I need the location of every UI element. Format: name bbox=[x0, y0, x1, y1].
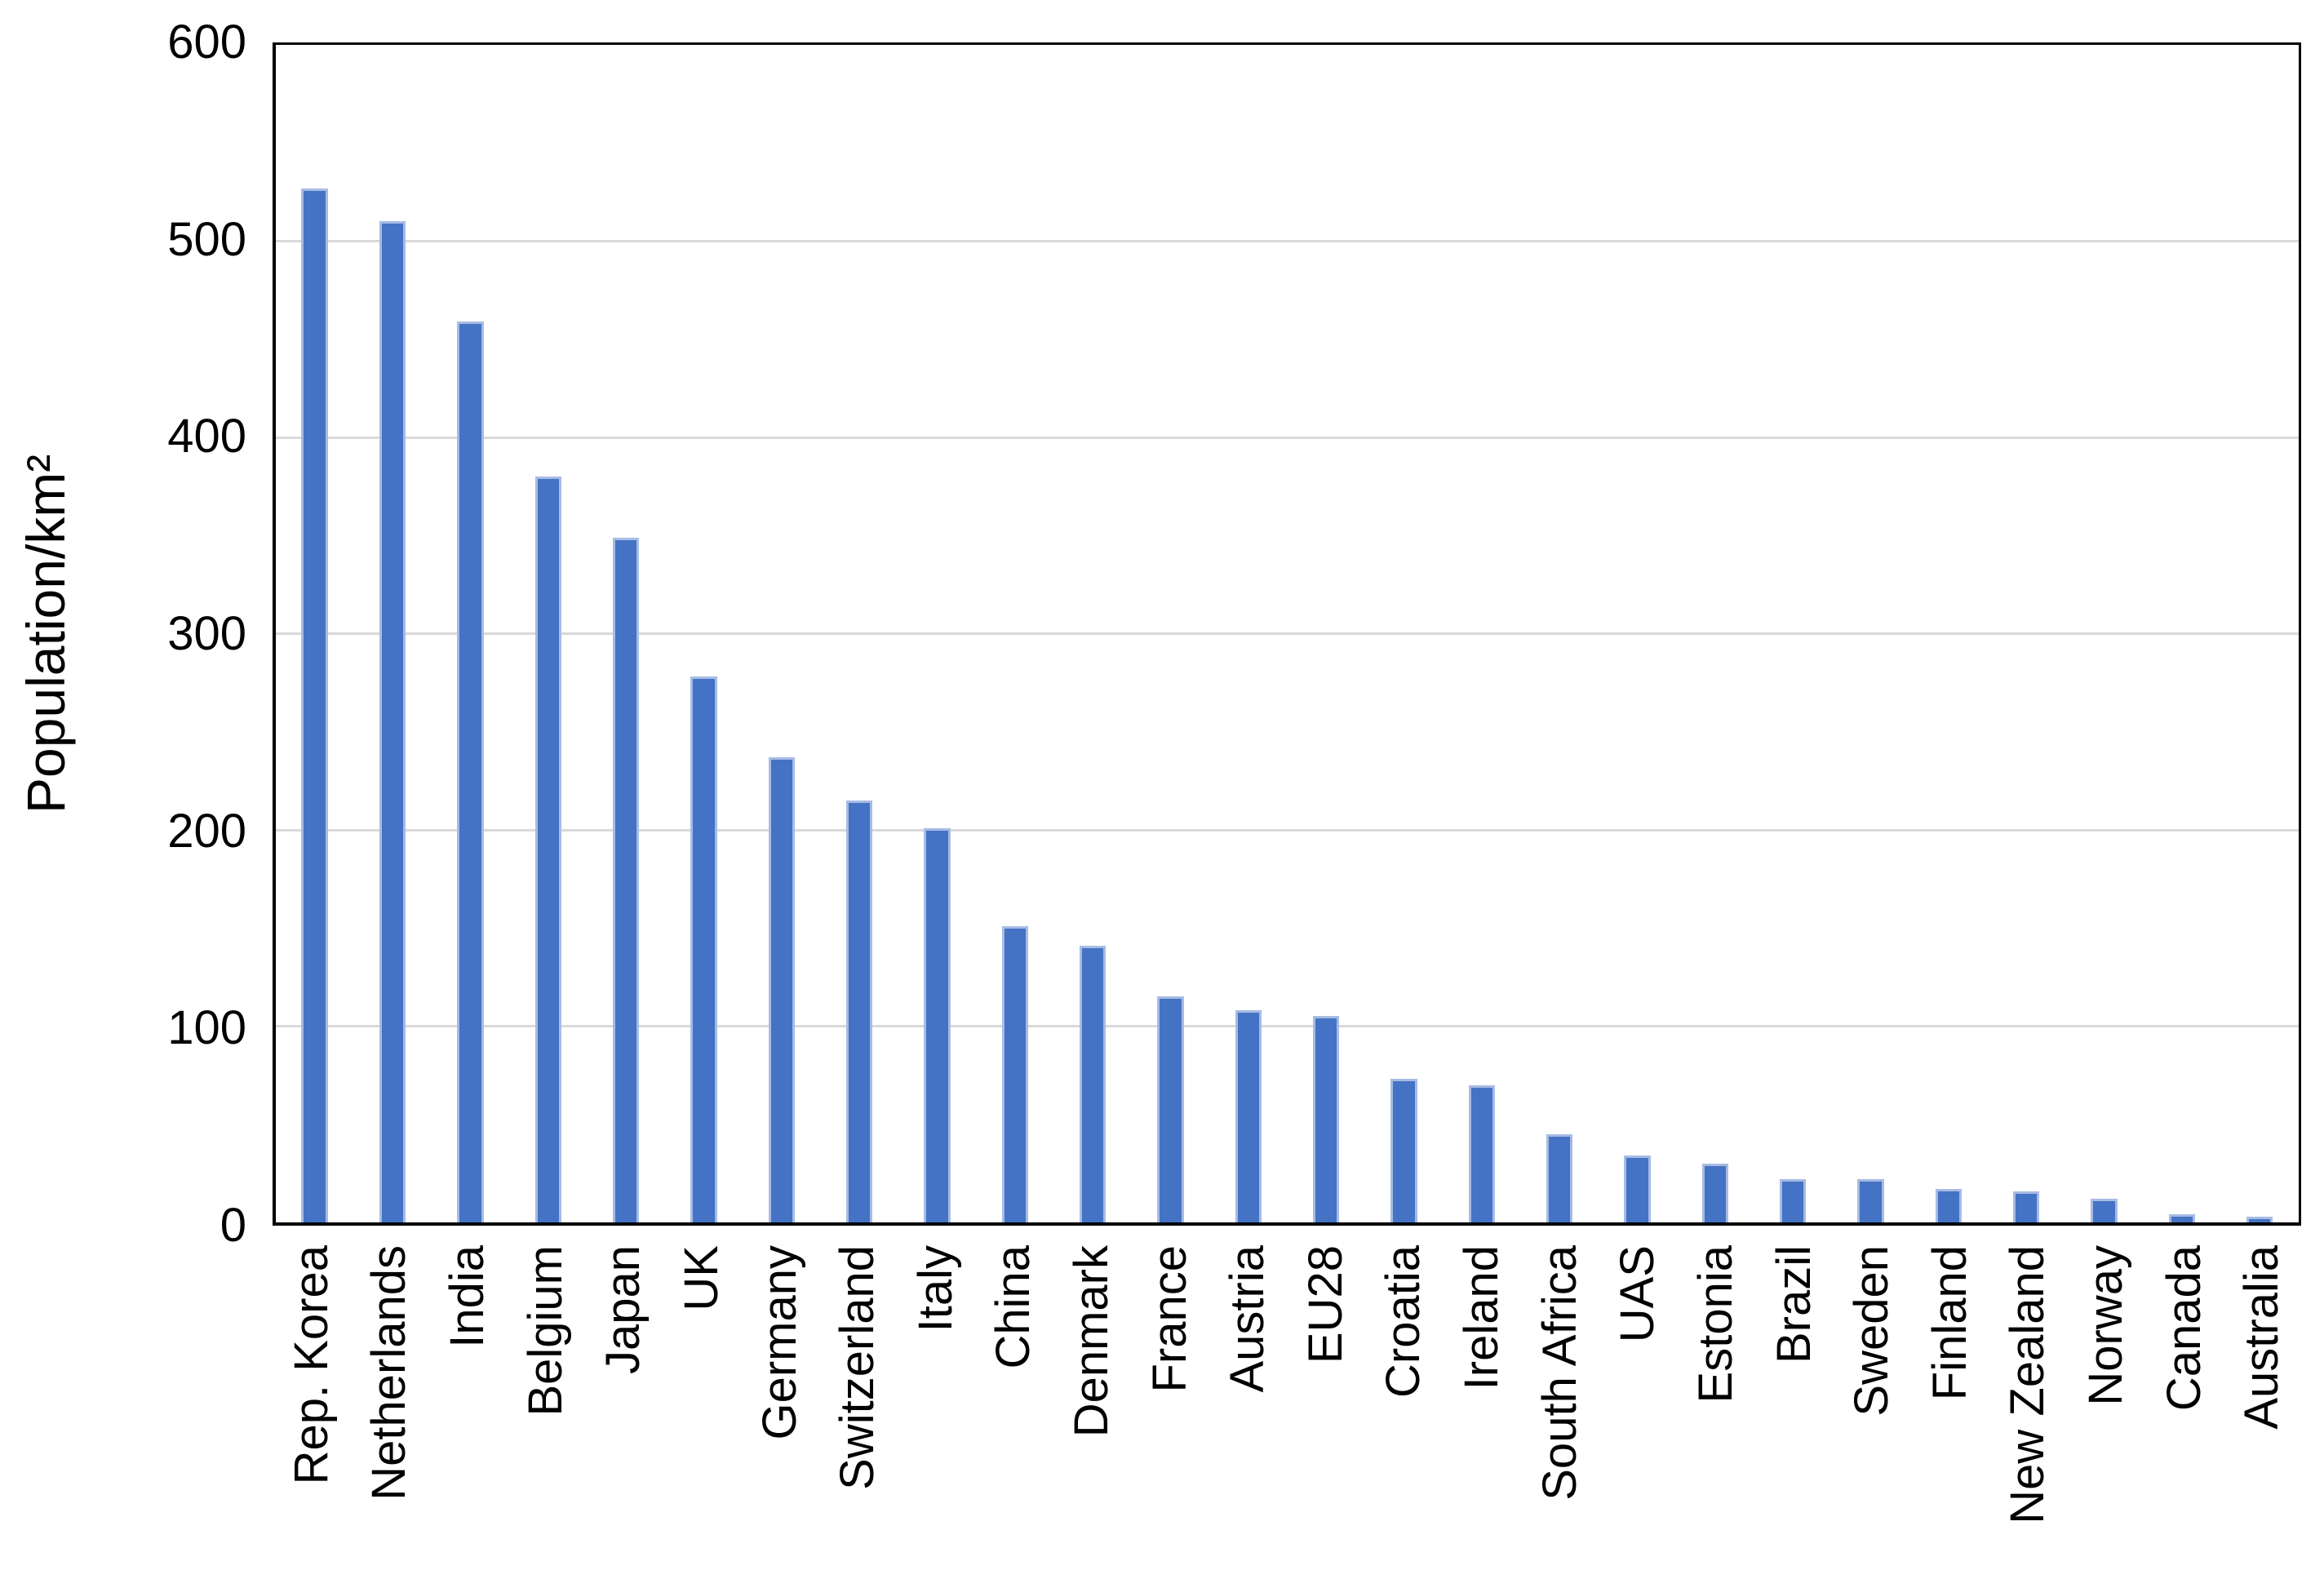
bar-slot-china bbox=[976, 45, 1053, 1222]
bar-france bbox=[1157, 996, 1184, 1222]
x-label-belgium: Belgium bbox=[518, 1245, 572, 1417]
x-label-sweden: Sweden bbox=[1845, 1245, 1899, 1417]
bar-brazil bbox=[1780, 1179, 1807, 1222]
bar-slot-brazil bbox=[1754, 45, 1832, 1222]
x-label-netherlands: Netherlands bbox=[362, 1245, 416, 1501]
bar-slot-uk bbox=[665, 45, 743, 1222]
gridline-500 bbox=[276, 240, 2299, 242]
y-tick-label-100: 100 bbox=[167, 1001, 246, 1055]
x-label-uas: UAS bbox=[1611, 1245, 1665, 1343]
x-label-new-zealand: New Zealand bbox=[2001, 1245, 2055, 1524]
bar-australia bbox=[2246, 1216, 2273, 1222]
bar-slot-france bbox=[1132, 45, 1209, 1222]
gridline-200 bbox=[276, 828, 2299, 832]
bar-austria bbox=[1235, 1010, 1262, 1222]
bar-slot-netherlands bbox=[353, 45, 431, 1222]
x-label-brazil: Brazil bbox=[1767, 1245, 1821, 1364]
bar-estonia bbox=[1701, 1163, 1729, 1222]
bar-ireland bbox=[1468, 1084, 1496, 1222]
gridline-300 bbox=[276, 632, 2299, 635]
x-label-austria: Austria bbox=[1221, 1245, 1275, 1393]
bar-slot-rep-korea bbox=[276, 45, 353, 1222]
bar-slot-croatia bbox=[1365, 45, 1443, 1222]
bar-china bbox=[1001, 925, 1028, 1222]
bar-slot-sweden bbox=[1832, 45, 1909, 1222]
bar-belgium bbox=[534, 477, 561, 1222]
x-label-china: China bbox=[987, 1245, 1040, 1369]
y-tick-label-300: 300 bbox=[167, 607, 246, 660]
bar-slot-ireland bbox=[1443, 45, 1520, 1222]
bar-slot-germany bbox=[743, 45, 820, 1222]
bar-slot-austria bbox=[1209, 45, 1287, 1222]
gridlines bbox=[276, 45, 2299, 1222]
bar-slot-uas bbox=[1599, 45, 1676, 1222]
bar-south-africa bbox=[1546, 1133, 1573, 1222]
bar-slot-india bbox=[432, 45, 509, 1222]
x-label-uk: UK bbox=[674, 1245, 728, 1311]
x-label-japan: Japan bbox=[597, 1245, 650, 1375]
x-label-denmark: Denmark bbox=[1064, 1245, 1118, 1438]
bar-slot-finland bbox=[1909, 45, 1987, 1222]
bar-slot-japan bbox=[587, 45, 664, 1222]
y-tick-label-500: 500 bbox=[167, 212, 246, 266]
x-label-italy: Italy bbox=[908, 1245, 962, 1333]
y-tick-label-400: 400 bbox=[167, 410, 246, 463]
bar-italy bbox=[924, 827, 951, 1222]
plot-area bbox=[273, 42, 2301, 1226]
y-tick-label-200: 200 bbox=[167, 804, 246, 858]
bar-germany bbox=[768, 757, 795, 1222]
bar-canada bbox=[2168, 1214, 2196, 1222]
gridline-400 bbox=[276, 436, 2299, 439]
bar-slot-belgium bbox=[509, 45, 587, 1222]
bar-slot-switzerland bbox=[820, 45, 898, 1222]
bar-slot-eu28 bbox=[1287, 45, 1364, 1222]
y-tick-label-0: 0 bbox=[220, 1199, 246, 1252]
bar-finland bbox=[1935, 1189, 1963, 1222]
bar-uk bbox=[690, 676, 717, 1222]
x-label-norway: Norway bbox=[2078, 1245, 2132, 1406]
x-label-canada: Canada bbox=[2157, 1245, 2211, 1412]
bar-slot-australia bbox=[2221, 45, 2299, 1222]
gridline-100 bbox=[276, 1025, 2299, 1027]
x-label-switzerland: Switzerland bbox=[831, 1245, 885, 1490]
x-label-rep-korea: Rep. Korea bbox=[284, 1245, 338, 1485]
y-tick-label-600: 600 bbox=[167, 16, 246, 69]
x-label-south-africa: South Africa bbox=[1532, 1245, 1586, 1501]
bar-denmark bbox=[1079, 945, 1107, 1222]
x-label-germany: Germany bbox=[752, 1245, 806, 1440]
bar-netherlands bbox=[379, 221, 406, 1222]
bar-slot-canada bbox=[2143, 45, 2220, 1222]
bar-slot-south-africa bbox=[1521, 45, 1599, 1222]
x-label-estonia: Estonia bbox=[1688, 1245, 1742, 1404]
x-label-finland: Finland bbox=[1923, 1245, 1976, 1401]
bar-slot-estonia bbox=[1676, 45, 1754, 1222]
bar-croatia bbox=[1390, 1079, 1417, 1222]
x-label-ireland: Ireland bbox=[1455, 1245, 1509, 1390]
bar-norway bbox=[2091, 1199, 2118, 1222]
x-label-france: France bbox=[1142, 1245, 1196, 1393]
x-label-australia: Australia bbox=[2235, 1245, 2289, 1430]
bar-slot-italy bbox=[898, 45, 976, 1222]
bar-japan bbox=[612, 537, 640, 1222]
bar-uas bbox=[1624, 1155, 1651, 1222]
x-label-india: India bbox=[441, 1245, 495, 1348]
bar-slot-denmark bbox=[1053, 45, 1131, 1222]
x-label-croatia: Croatia bbox=[1377, 1245, 1430, 1398]
bar-switzerland bbox=[845, 800, 873, 1222]
bar-sweden bbox=[1857, 1179, 1884, 1222]
bar-india bbox=[457, 322, 484, 1222]
x-label-eu28: EU28 bbox=[1298, 1245, 1352, 1364]
bar-slot-norway bbox=[2065, 45, 2143, 1222]
bar-new-zealand bbox=[2013, 1191, 2040, 1222]
bar-eu28 bbox=[1312, 1016, 1340, 1222]
bar-rep-korea bbox=[301, 188, 328, 1222]
bar-series bbox=[276, 45, 2299, 1222]
bar-slot-new-zealand bbox=[1988, 45, 2065, 1222]
